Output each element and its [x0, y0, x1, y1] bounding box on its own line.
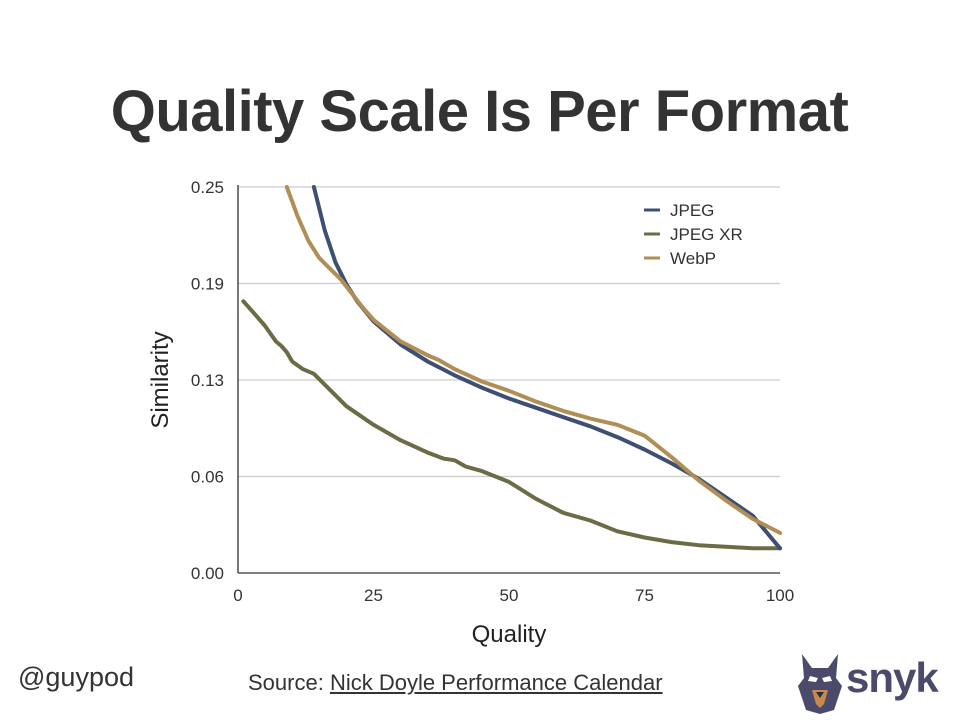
twitter-handle: @guypod	[18, 662, 134, 692]
series-line-jpeg-xr	[241, 299, 782, 551]
legend-label: WebP	[670, 249, 716, 268]
y-tick-label: 0.19	[191, 275, 224, 294]
series-line-webp	[284, 185, 782, 535]
x-tick-label: 100	[766, 586, 794, 605]
y-tick-label: 0.13	[191, 371, 224, 390]
y-axis-label: Similarity	[147, 331, 174, 428]
grid-lines	[238, 186, 780, 478]
snyk-logo: snyk	[798, 652, 948, 716]
x-tick-label: 50	[500, 586, 519, 605]
y-tick-label: 0.00	[191, 564, 224, 583]
x-tick-label: 25	[364, 586, 383, 605]
x-tick-label: 0	[233, 586, 242, 605]
source-prefix: Source:	[248, 670, 330, 695]
y-tick-label: 0.06	[191, 468, 224, 487]
legend-label: JPEG	[670, 201, 714, 220]
x-tick-label: 75	[635, 586, 654, 605]
legend-label: JPEG XR	[670, 225, 743, 244]
logo-text: snyk	[846, 654, 939, 701]
series-lines	[241, 185, 782, 551]
source-link[interactable]: Nick Doyle Performance Calendar	[329, 670, 663, 695]
source-citation: Source: Nick Doyle Performance Calendar	[248, 670, 663, 696]
doberman-icon	[798, 654, 842, 714]
similarity-chart: 0.00 0.06 0.13 0.19 0.25 0 25 50 75 100 JPEG JPEG …	[147, 178, 794, 648]
y-tick-label: 0.25	[191, 178, 224, 197]
slide-title: Quality Scale Is Per Format	[110, 79, 849, 144]
tick-labels: 0.00 0.06 0.13 0.19 0.25 0 25 50 75 100	[191, 178, 794, 605]
x-axis-label: Quality	[472, 621, 547, 648]
legend: JPEG JPEG XR WebP	[644, 201, 743, 268]
axes	[237, 185, 780, 574]
